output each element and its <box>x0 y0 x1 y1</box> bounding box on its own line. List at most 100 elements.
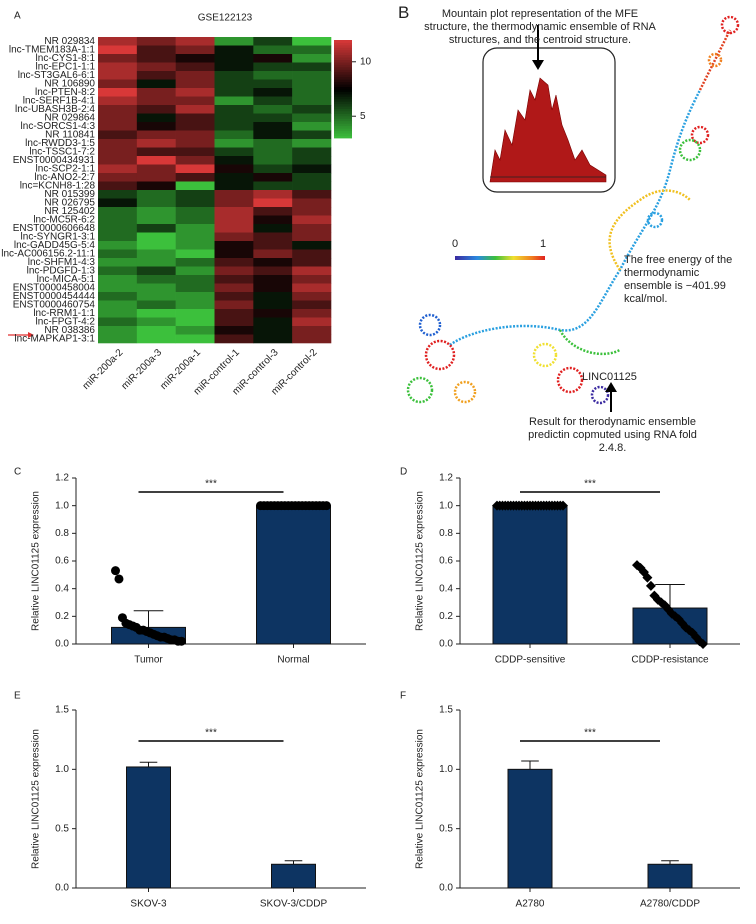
heat-cell <box>214 71 254 80</box>
heat-cell <box>214 173 254 182</box>
heat-cell <box>136 79 176 89</box>
heat-cell <box>253 62 293 72</box>
heat-cell <box>214 45 254 55</box>
heat-cell <box>214 122 254 131</box>
heat-cell <box>136 122 176 131</box>
heat-cell <box>214 224 254 233</box>
heat-cell <box>292 164 332 174</box>
colorbar-step <box>334 57 352 60</box>
heat-cell <box>292 198 332 208</box>
heat-cell <box>292 309 332 318</box>
heat-cell <box>214 258 254 267</box>
heat-cell <box>175 139 215 148</box>
x-tick-label: SKOV-3/CDDP <box>260 899 328 910</box>
heat-cell <box>214 207 254 216</box>
heat-cell <box>98 122 138 131</box>
x-tick-label: CDDP-resistance <box>631 655 709 666</box>
colorbar-step <box>334 66 352 70</box>
bar <box>647 863 693 889</box>
bottom-note: Result for therodynamic ensemble predict… <box>528 416 697 454</box>
heat-cell <box>98 113 138 123</box>
heat-cell <box>98 181 138 191</box>
heat-cell <box>98 300 138 310</box>
heat-cell <box>175 113 215 123</box>
heat-cell <box>98 139 138 148</box>
heat-cell <box>136 326 176 335</box>
row-label: lnc-ST3GAL6-6:1 <box>18 70 96 81</box>
y-tick-label: 0.0 <box>439 883 453 894</box>
heat-cell <box>214 215 254 225</box>
heat-cell <box>98 275 138 284</box>
colorbar-step <box>334 128 352 132</box>
colorbar-step <box>334 59 352 63</box>
heat-cell <box>292 122 332 131</box>
heat-cell <box>214 88 254 97</box>
heat-cell <box>175 326 215 335</box>
significance: *** <box>584 479 596 490</box>
row-label: ENST0000606648 <box>13 223 96 234</box>
heat-cell <box>214 249 254 259</box>
colorbar-step <box>334 89 352 92</box>
row-label: NR 038386 <box>44 325 95 336</box>
colorbar-step <box>334 86 352 90</box>
heat-cell <box>98 79 138 89</box>
row-label: lnc-UBASH3B-2:4 <box>15 104 95 115</box>
heat-cell <box>292 300 332 310</box>
heat-cell <box>136 224 176 233</box>
heat-cell <box>136 241 176 250</box>
y-tick-label: 0.5 <box>55 823 69 834</box>
heat-cell <box>292 173 332 182</box>
colorbar-step <box>334 47 352 51</box>
heat-cell <box>98 147 138 157</box>
heat-cell <box>175 190 215 199</box>
heat-cell <box>253 241 293 250</box>
colorbar-step <box>334 71 352 75</box>
heat-cell <box>253 326 293 335</box>
y-tick-label: 0.4 <box>439 583 453 594</box>
colorbar-step <box>334 54 352 58</box>
y-tick-label: 1.0 <box>439 500 453 511</box>
y-tick-label: 1.0 <box>55 764 69 775</box>
heat-cell <box>98 326 138 335</box>
heat-cell <box>253 45 293 55</box>
heat-cell <box>136 96 176 106</box>
heat-cell <box>175 275 215 284</box>
heat-cell <box>136 258 176 267</box>
heat-cell <box>98 164 138 174</box>
heat-cell <box>175 224 215 233</box>
scale-min: 0 <box>452 238 459 250</box>
y-tick-label: 1.5 <box>439 705 453 716</box>
row-label: NR 110841 <box>45 129 95 140</box>
heat-cell <box>136 139 176 148</box>
heat-cell <box>292 79 332 89</box>
heat-cell <box>253 122 293 131</box>
heat-cell <box>214 198 254 208</box>
significance: *** <box>205 728 217 739</box>
error-bar <box>521 760 539 770</box>
heat-cell <box>175 164 215 174</box>
heat-cell <box>292 71 332 80</box>
row-label: ENST0000434931 <box>13 155 96 166</box>
heat-cell <box>98 224 138 233</box>
colorbar-step <box>334 81 352 85</box>
heat-cell <box>175 215 215 225</box>
heat-cell <box>214 309 254 318</box>
row-label: lnc-GADD45G-5:4 <box>14 240 96 251</box>
heat-cell <box>98 249 138 259</box>
heat-cell <box>253 266 293 276</box>
colorbar-step <box>334 84 352 87</box>
error-bar <box>139 761 158 767</box>
heat-cell <box>175 156 215 165</box>
y-tick-label: 0.2 <box>55 611 69 622</box>
heat-cell <box>175 283 215 293</box>
y-tick-label: 0.0 <box>55 883 69 894</box>
heat-cell <box>214 241 254 250</box>
error-bar <box>655 584 685 609</box>
heat-cell <box>136 249 176 259</box>
heat-cell <box>292 139 332 148</box>
colorbar-step <box>334 76 352 80</box>
heat-cell <box>136 266 176 276</box>
y-tick-label: 0.8 <box>439 528 453 539</box>
y-tick-label: 1.0 <box>55 500 69 511</box>
